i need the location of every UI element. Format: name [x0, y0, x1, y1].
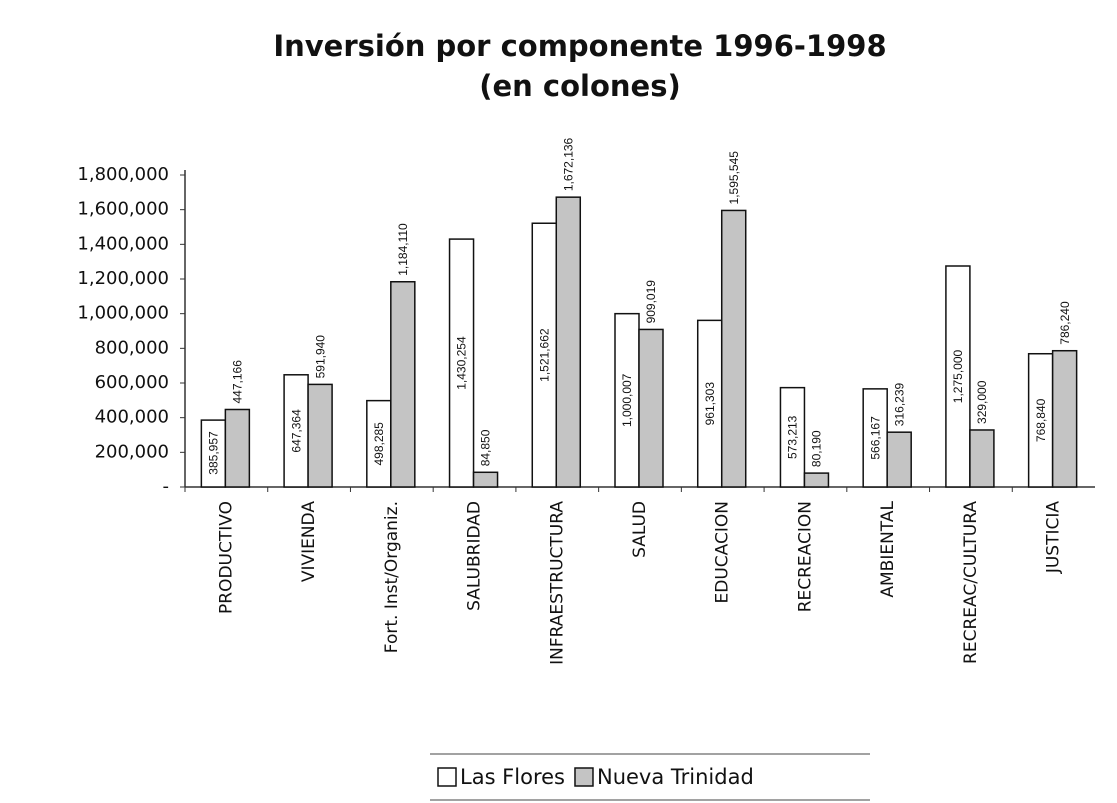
x-tick-label: INFRAESTRUCTURA — [547, 501, 567, 665]
y-tick-label: 1,400,000 — [77, 233, 169, 254]
x-tick-label: VIVIENDA — [299, 501, 319, 583]
value-label: 84,850 — [479, 429, 493, 466]
value-label: 329,000 — [975, 380, 989, 424]
value-label: 385,957 — [207, 431, 221, 475]
bar — [720, 209, 747, 488]
value-label: 768,840 — [1034, 398, 1048, 442]
bar — [200, 419, 227, 488]
x-tick-label: PRODUCTIVO — [216, 501, 236, 614]
x-tick-label: SALUD — [630, 501, 650, 558]
bar — [472, 471, 499, 488]
bar — [1051, 349, 1078, 488]
bar — [224, 408, 251, 488]
bar — [945, 265, 971, 488]
y-tick-label: 1,600,000 — [77, 199, 169, 220]
value-label: 1,672,136 — [561, 137, 575, 191]
legend-label: Las Flores — [460, 765, 565, 789]
value-label: 1,275,000 — [951, 349, 965, 403]
value-label: 909,019 — [644, 280, 658, 324]
legend-swatch — [574, 767, 594, 787]
value-label: 1,184,110 — [396, 223, 410, 276]
x-tick-label: AMBIENTAL — [878, 500, 898, 597]
value-label: 498,285 — [372, 422, 386, 466]
bar — [307, 383, 333, 488]
chart-subtitle: (en colones) — [479, 69, 680, 103]
x-tick-label: Fort. Inst/Organiz. — [382, 501, 402, 653]
bar — [366, 399, 392, 488]
value-label: 1,430,254 — [455, 336, 469, 390]
chart-title: Inversión por componente 1996-1998 — [273, 29, 886, 63]
bar — [390, 281, 416, 488]
bar — [531, 222, 558, 488]
y-tick-label: 1,200,000 — [77, 268, 169, 289]
bar — [448, 238, 475, 488]
value-label: 591,940 — [313, 335, 327, 379]
bar — [555, 196, 582, 488]
x-tick-label: RECREACION — [795, 501, 815, 612]
y-tick-label: 200,000 — [95, 441, 169, 462]
bar — [886, 431, 912, 488]
y-tick-label: 600,000 — [95, 372, 169, 393]
bar — [1027, 352, 1054, 488]
legend-swatch — [437, 767, 457, 787]
y-tick-label: 1,800,000 — [77, 164, 169, 185]
value-label: 1,521,662 — [537, 328, 551, 382]
bar — [283, 374, 309, 488]
legend-label: Nueva Trinidad — [597, 765, 754, 789]
value-label: 447,166 — [231, 360, 245, 404]
y-tick-label: 800,000 — [95, 337, 169, 358]
x-tick-label: JUSTICIA — [1044, 501, 1064, 575]
bar — [969, 429, 995, 488]
x-tick-label: EDUCACION — [713, 501, 733, 603]
bar — [614, 312, 640, 488]
value-label: 961,303 — [703, 382, 717, 426]
x-tick-label: RECREAC/CULTURA — [961, 501, 981, 664]
value-label: 647,364 — [289, 409, 303, 453]
value-label: 1,000,007 — [620, 373, 634, 427]
x-tick-label: SALUBRIDAD — [465, 501, 485, 611]
value-label: 573,213 — [786, 415, 800, 459]
value-label: 566,167 — [868, 416, 882, 460]
bar — [803, 472, 830, 488]
y-tick-label: - — [163, 476, 170, 497]
bar — [638, 328, 664, 488]
value-label: 80,190 — [810, 430, 824, 467]
bar — [779, 386, 806, 488]
value-label: 786,240 — [1058, 301, 1072, 345]
value-label: 316,239 — [892, 382, 906, 426]
y-tick-label: 1,000,000 — [77, 303, 169, 324]
y-tick-label: 400,000 — [95, 407, 169, 428]
value-label: 1,595,545 — [727, 151, 741, 205]
